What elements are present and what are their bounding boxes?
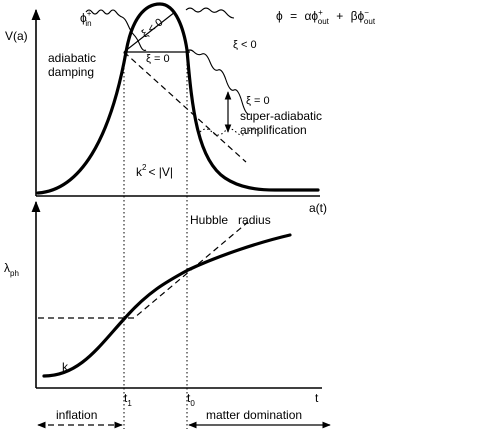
wavelength-y-axis-label: λph (4, 261, 19, 278)
wave-equation: ϕ = αϕ+ out + βϕ− out (276, 8, 376, 27)
xi-negative-chord (123, 11, 176, 53)
t1-label: t1 (124, 391, 132, 408)
potential-y-axis-label: V(a) (5, 29, 28, 43)
matter-domination-label: matter domination (206, 408, 302, 422)
xi-right-zero-label: ξ = 0 (246, 95, 270, 107)
adiabatic-label-line2: damping (48, 65, 94, 79)
physical-wavelength-curve (42, 233, 292, 378)
potential-barrier-curve (36, 2, 320, 195)
inflation-label: inflation (56, 408, 97, 422)
outgoing-wave-xi-negative (185, 7, 235, 19)
wavelength-panel: λph t Hubble radius k t1 t0 (4, 200, 322, 408)
potential-x-axis-label: a(t) (309, 201, 327, 215)
t0-label: t0 (187, 391, 195, 408)
xi-inside-negative-label: ξ < 0 (139, 16, 165, 40)
incoming-wave (85, 9, 147, 51)
potential-panel: V(a) a(t) ϕ = αϕ+ out + βϕ− out ϕ+ in (5, 2, 376, 215)
k-curve-label: k (62, 360, 69, 374)
outgoing-wave-tail (199, 128, 261, 136)
adiabatic-label-line1: adiabatic (48, 51, 96, 65)
hubble-radius-label: Hubble radius (190, 213, 271, 227)
incoming-wave-label: ϕ+ in (80, 9, 92, 28)
super-adiabatic-label-line2: amplification (240, 123, 307, 137)
era-labels: inflation matter domination (37, 408, 331, 429)
xi-right-negative-label: ξ < 0 (233, 39, 257, 51)
k-squared-condition: k2 < |V| (136, 163, 173, 179)
outgoing-wave-xi-zero (185, 49, 251, 115)
hubble-radius-line (38, 221, 249, 319)
super-adiabatic-label-line1: super-adiabatic (240, 109, 322, 123)
time-axis-label: t (315, 391, 319, 405)
adiabatic-decay-line (123, 51, 247, 163)
xi-inside-zero-label: ξ = 0 (146, 53, 170, 65)
